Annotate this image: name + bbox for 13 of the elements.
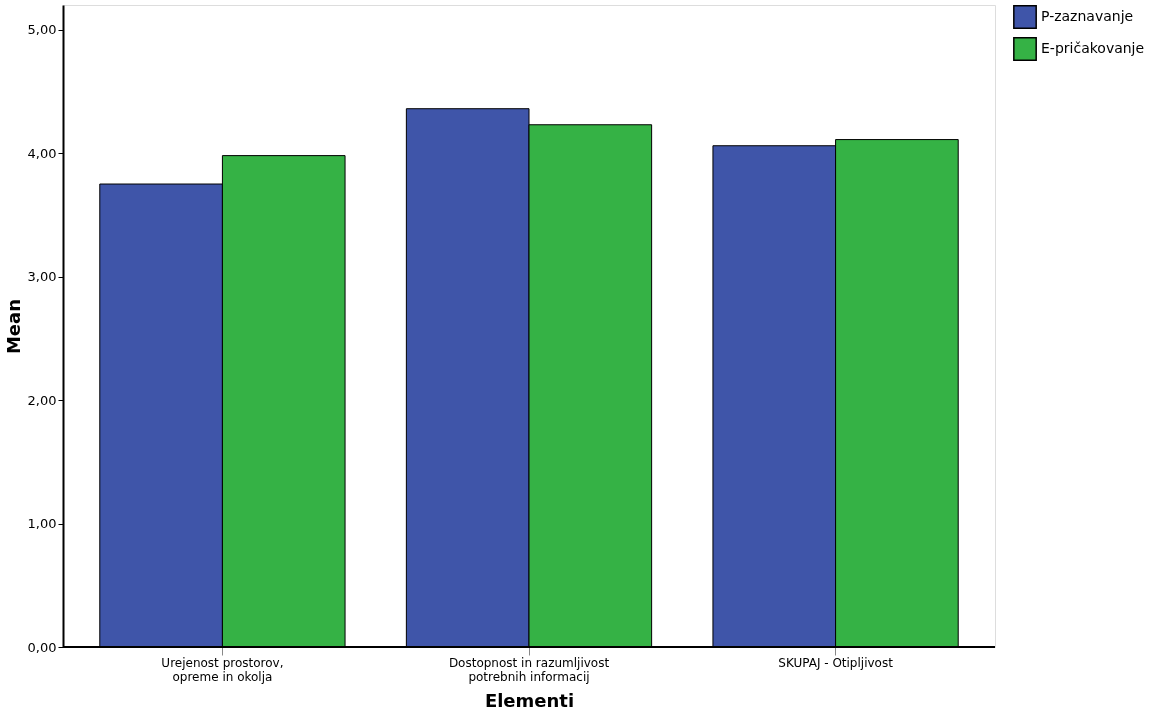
- x-tick-label: Dostopnost in razumljivost potrebnih informacij: [448, 655, 610, 684]
- legend-label: P-zaznavanje: [1041, 8, 1134, 24]
- y-axis-title: Mean: [2, 298, 24, 355]
- y-tick-label: 2,00: [27, 392, 57, 408]
- y-tick-label: 1,00: [27, 516, 57, 532]
- y-tick-label: 0,00: [27, 639, 57, 655]
- legend-label: E-pričakovanje: [1041, 40, 1145, 56]
- x-tick-label: Urejenost prostorov, opreme in okolja: [161, 655, 284, 684]
- y-tick-label: 4,00: [27, 145, 57, 161]
- x-axis-title: Elementi: [484, 689, 575, 711]
- x-tick-label: SKUPAJ - Otipljivost: [778, 655, 894, 670]
- y-tick-label: 3,00: [27, 269, 57, 285]
- y-tick-label: 5,00: [27, 22, 57, 38]
